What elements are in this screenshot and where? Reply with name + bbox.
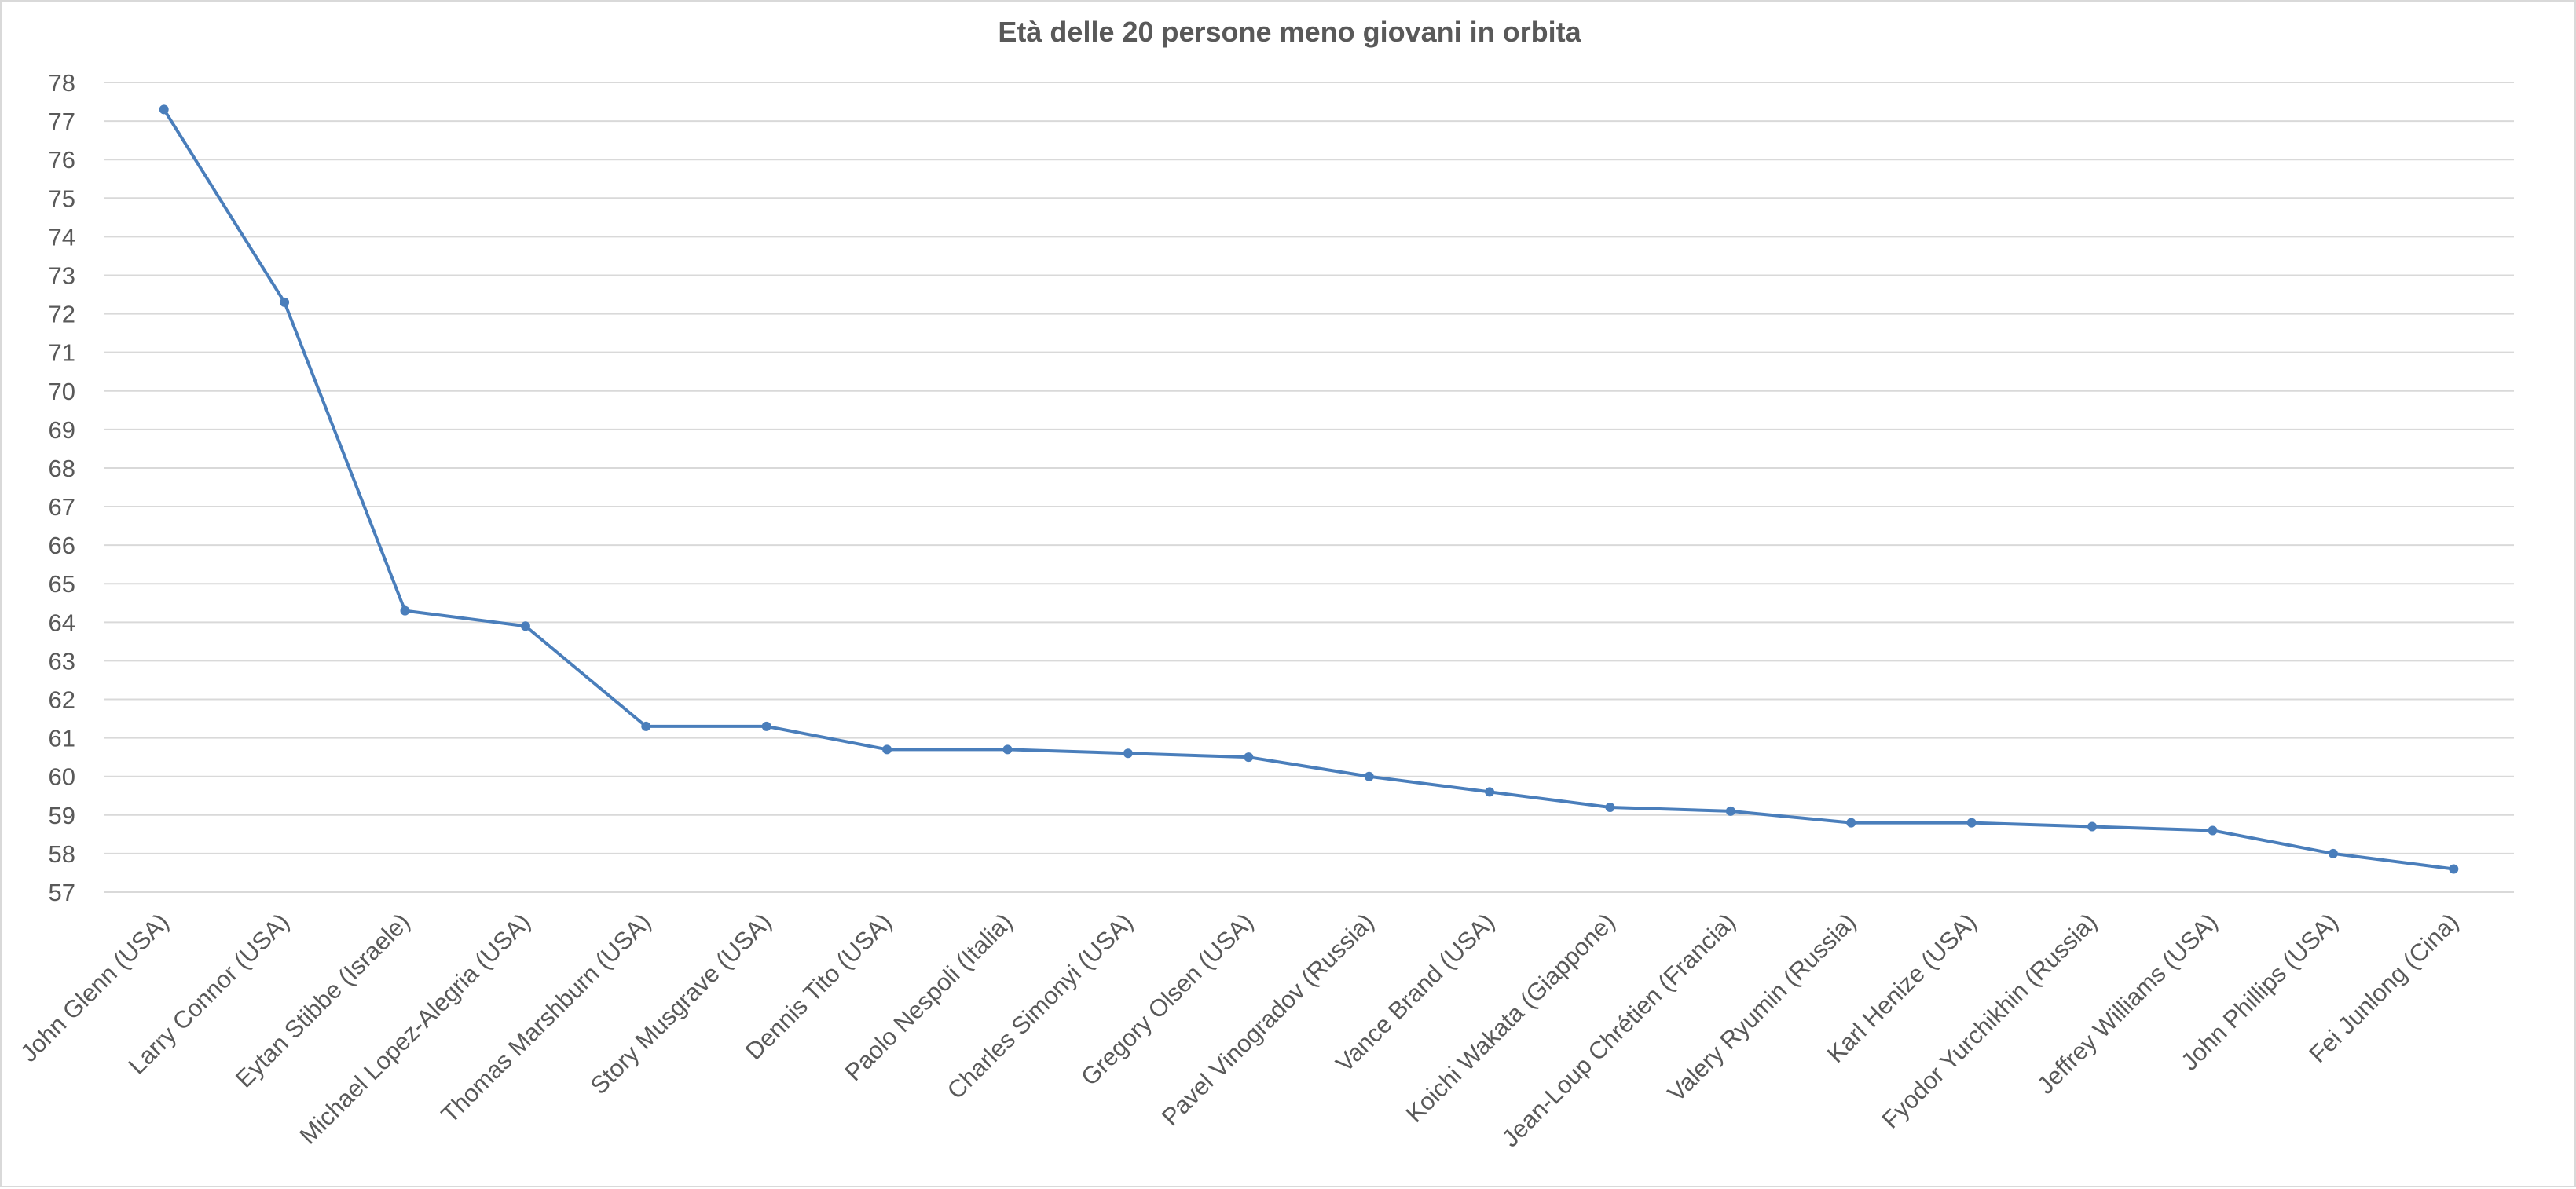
- y-tick-label: 62: [49, 686, 75, 714]
- data-point: [1725, 806, 1735, 816]
- y-tick-label: 73: [49, 262, 75, 289]
- y-tick-label: 77: [49, 108, 75, 135]
- y-tick-label: 60: [49, 763, 75, 791]
- x-tick-label: Jean-Loup Chrétien (Francia): [1497, 908, 1741, 1152]
- y-tick-label: 61: [49, 725, 75, 752]
- y-tick-label: 63: [49, 647, 75, 675]
- data-point: [1485, 787, 1495, 797]
- data-point: [1244, 752, 1254, 763]
- gridlines: [104, 82, 2514, 893]
- data-point: [1846, 818, 1856, 828]
- data-point: [1364, 771, 1374, 781]
- data-point: [159, 104, 169, 115]
- y-tick-label: 78: [49, 69, 75, 97]
- y-tick-label: 69: [49, 416, 75, 444]
- data-point: [1605, 802, 1615, 812]
- data-point: [400, 605, 410, 616]
- x-tick-label: Koichi Wakata (Giappone): [1401, 908, 1621, 1128]
- y-tick-label: 58: [49, 840, 75, 868]
- data-point: [761, 721, 771, 731]
- y-tick-label: 75: [49, 185, 75, 212]
- data-point: [1966, 818, 1977, 828]
- y-tick-label: 66: [49, 532, 75, 559]
- data-point: [1123, 748, 1133, 759]
- x-tick-label: Fyodor Yurchikhin (Russia): [1877, 908, 2102, 1133]
- data-point: [1002, 744, 1013, 755]
- y-tick-label: 72: [49, 301, 75, 328]
- y-tick-label: 71: [49, 339, 75, 367]
- y-tick-label: 65: [49, 570, 75, 598]
- data-point: [2087, 821, 2098, 832]
- y-tick-label: 74: [49, 223, 75, 251]
- y-tick-label: 57: [49, 879, 75, 906]
- y-tick-label: 64: [49, 609, 75, 636]
- chart-title: Età delle 20 persone meno giovani in orb…: [998, 16, 1581, 48]
- x-tick-label: Thomas Marshburn (USA): [436, 908, 657, 1129]
- data-point: [2449, 864, 2459, 874]
- series-line: [163, 108, 2454, 871]
- data-point: [520, 621, 530, 631]
- y-tick-label: 70: [49, 378, 75, 405]
- data-point: [882, 744, 892, 755]
- data-point: [641, 721, 651, 731]
- series-layer: [159, 104, 2459, 874]
- data-point: [280, 297, 290, 307]
- y-tick-label: 67: [49, 493, 75, 521]
- data-point: [2328, 848, 2338, 858]
- x-tick-label: Pavel Vinogradov (Russia): [1156, 908, 1380, 1131]
- y-tick-label: 68: [49, 455, 75, 482]
- x-tick-label: Michael Lopez-Alegria (USA): [294, 908, 535, 1149]
- x-axis-ticks: John Glenn (USA)Larry Connor (USA)Eytan …: [15, 908, 2464, 1152]
- data-point: [2208, 825, 2218, 836]
- y-axis-ticks: 57 58 59 60 61 62 63 64 65 66 67 68 69 70 71 72 73 74 75 76…: [49, 69, 75, 906]
- y-tick-label: 59: [49, 802, 75, 829]
- y-tick-label: 76: [49, 146, 75, 174]
